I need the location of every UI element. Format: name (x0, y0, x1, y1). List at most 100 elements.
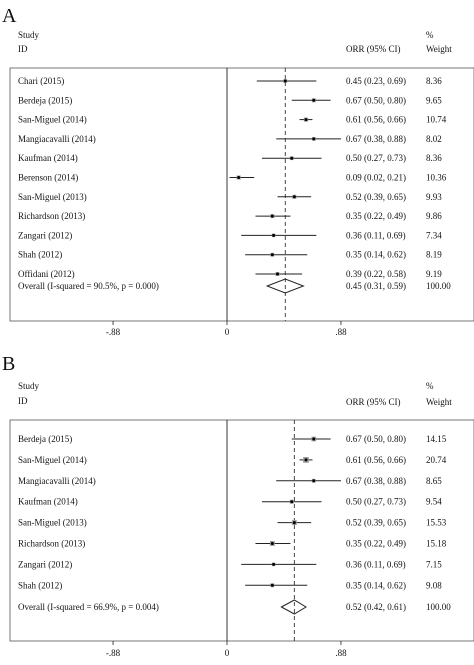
point-estimate (304, 118, 308, 122)
point-estimate (270, 253, 274, 257)
study-name: Richardson (2013) (18, 539, 85, 549)
ci-text: 0.61 (0.56, 0.66) (346, 115, 406, 125)
ci-text: 0.52 (0.39, 0.65) (346, 192, 406, 202)
plot-frame (9, 419, 474, 642)
study-name: Kaufman (2014) (18, 153, 78, 163)
x-tick-label: -.88 (106, 648, 121, 658)
ci-text: 0.35 (0.14, 0.62) (346, 250, 406, 260)
ci-text: 0.50 (0.27, 0.73) (346, 153, 406, 163)
study-name: Berenson (2014) (18, 173, 78, 183)
header-effect: ORR (95% CI) (346, 44, 401, 54)
study-name: Mangiacavalli (2014) (18, 476, 96, 486)
x-tick-label: 0 (225, 327, 230, 337)
weight-text: 8.02 (426, 134, 442, 144)
point-estimate (312, 137, 316, 141)
ci-text: 0.36 (0.11, 0.69) (346, 230, 406, 240)
weight-text: 9.86 (426, 211, 442, 221)
ci-text: 0.52 (0.39, 0.65) (346, 518, 406, 528)
ci-text: 0.09 (0.02, 0.21) (346, 173, 406, 183)
point-estimate (304, 458, 308, 462)
weight-text: 8.19 (426, 250, 442, 260)
panel-letter: A (2, 5, 17, 27)
study-name: Shah (2012) (18, 580, 62, 590)
study-name: San-Miguel (2014) (18, 455, 87, 465)
overall-label: Overall (I-squared = 90.5%, p = 0.000) (18, 281, 159, 291)
weight-text: 14.15 (426, 434, 447, 444)
study-name: San-Miguel (2014) (18, 115, 87, 125)
point-estimate (283, 79, 287, 83)
header-weight: Weight (426, 397, 452, 407)
header-effect: ORR (95% CI) (346, 397, 401, 407)
point-estimate (312, 437, 316, 441)
study-name: Kaufman (2014) (18, 497, 78, 507)
x-tick-label: .88 (335, 327, 347, 337)
weight-text: 7.34 (426, 230, 442, 240)
overall-weight-text: 100.00 (426, 602, 451, 612)
overall-label: Overall (I-squared = 66.9%, p = 0.004) (18, 602, 159, 612)
study-name: Berdeja (2015) (18, 95, 72, 105)
study-name: Richardson (2013) (18, 211, 85, 221)
weight-text: 10.36 (426, 173, 447, 183)
point-estimate (312, 98, 316, 102)
point-estimate (272, 562, 276, 566)
ci-text: 0.45 (0.23, 0.69) (346, 76, 406, 86)
overall-weight-text: 100.00 (426, 281, 451, 291)
weight-text: 8.36 (426, 76, 442, 86)
x-tick-label: -.88 (106, 327, 121, 337)
header-pct: % (426, 381, 434, 391)
weight-text: 9.93 (426, 192, 442, 202)
weight-text: 9.65 (426, 95, 442, 105)
x-tick-label: 0 (225, 648, 230, 658)
weight-text: 9.19 (426, 269, 442, 279)
overall-diamond (265, 278, 305, 294)
weight-text: 15.53 (426, 518, 447, 528)
header-id: ID (18, 44, 28, 54)
point-estimate (292, 521, 296, 525)
header-pct: % (426, 30, 434, 40)
ci-text: 0.35 (0.22, 0.49) (346, 211, 406, 221)
study-name: Offidani (2012) (18, 269, 75, 279)
point-estimate (272, 233, 276, 237)
point-estimate (290, 500, 294, 504)
point-estimate (270, 214, 274, 218)
panel-letter: B (2, 353, 15, 375)
overall-ci-text: 0.45 (0.31, 0.59) (346, 281, 406, 291)
study-name: San-Miguel (2013) (18, 192, 87, 202)
ci-text: 0.67 (0.50, 0.80) (346, 95, 406, 105)
ci-text: 0.39 (0.22, 0.58) (346, 269, 406, 279)
point-estimate (270, 583, 274, 587)
overall-diamond (280, 599, 307, 615)
point-estimate (276, 272, 280, 276)
point-estimate (292, 195, 296, 199)
study-name: Mangiacavalli (2014) (18, 134, 96, 144)
ci-text: 0.67 (0.38, 0.88) (346, 134, 406, 144)
ci-text: 0.50 (0.27, 0.73) (346, 497, 406, 507)
weight-text: 7.15 (426, 559, 442, 569)
overall-ci-text: 0.52 (0.42, 0.61) (346, 602, 406, 612)
study-name: Shah (2012) (18, 250, 62, 260)
weight-text: 9.08 (426, 580, 442, 590)
header-weight: Weight (426, 44, 452, 54)
x-tick-label: .88 (335, 648, 347, 658)
ci-text: 0.35 (0.22, 0.49) (346, 539, 406, 549)
point-estimate (270, 542, 274, 545)
study-name: Zangari (2012) (18, 230, 72, 240)
study-name: Berdeja (2015) (18, 434, 72, 444)
ci-text: 0.61 (0.56, 0.66) (346, 455, 406, 465)
weight-text: 15.18 (426, 539, 447, 549)
ci-text: 0.35 (0.14, 0.62) (346, 580, 406, 590)
weight-text: 8.36 (426, 153, 442, 163)
point-estimate (312, 479, 316, 483)
ci-text: 0.36 (0.11, 0.69) (346, 559, 406, 569)
weight-text: 10.74 (426, 115, 447, 125)
study-name: San-Miguel (2013) (18, 518, 87, 528)
ci-text: 0.67 (0.38, 0.88) (346, 476, 406, 486)
ci-text: 0.67 (0.50, 0.80) (346, 434, 406, 444)
study-name: Zangari (2012) (18, 559, 72, 569)
header-study: Study (18, 381, 40, 391)
weight-text: 9.54 (426, 497, 442, 507)
point-estimate (290, 156, 294, 160)
